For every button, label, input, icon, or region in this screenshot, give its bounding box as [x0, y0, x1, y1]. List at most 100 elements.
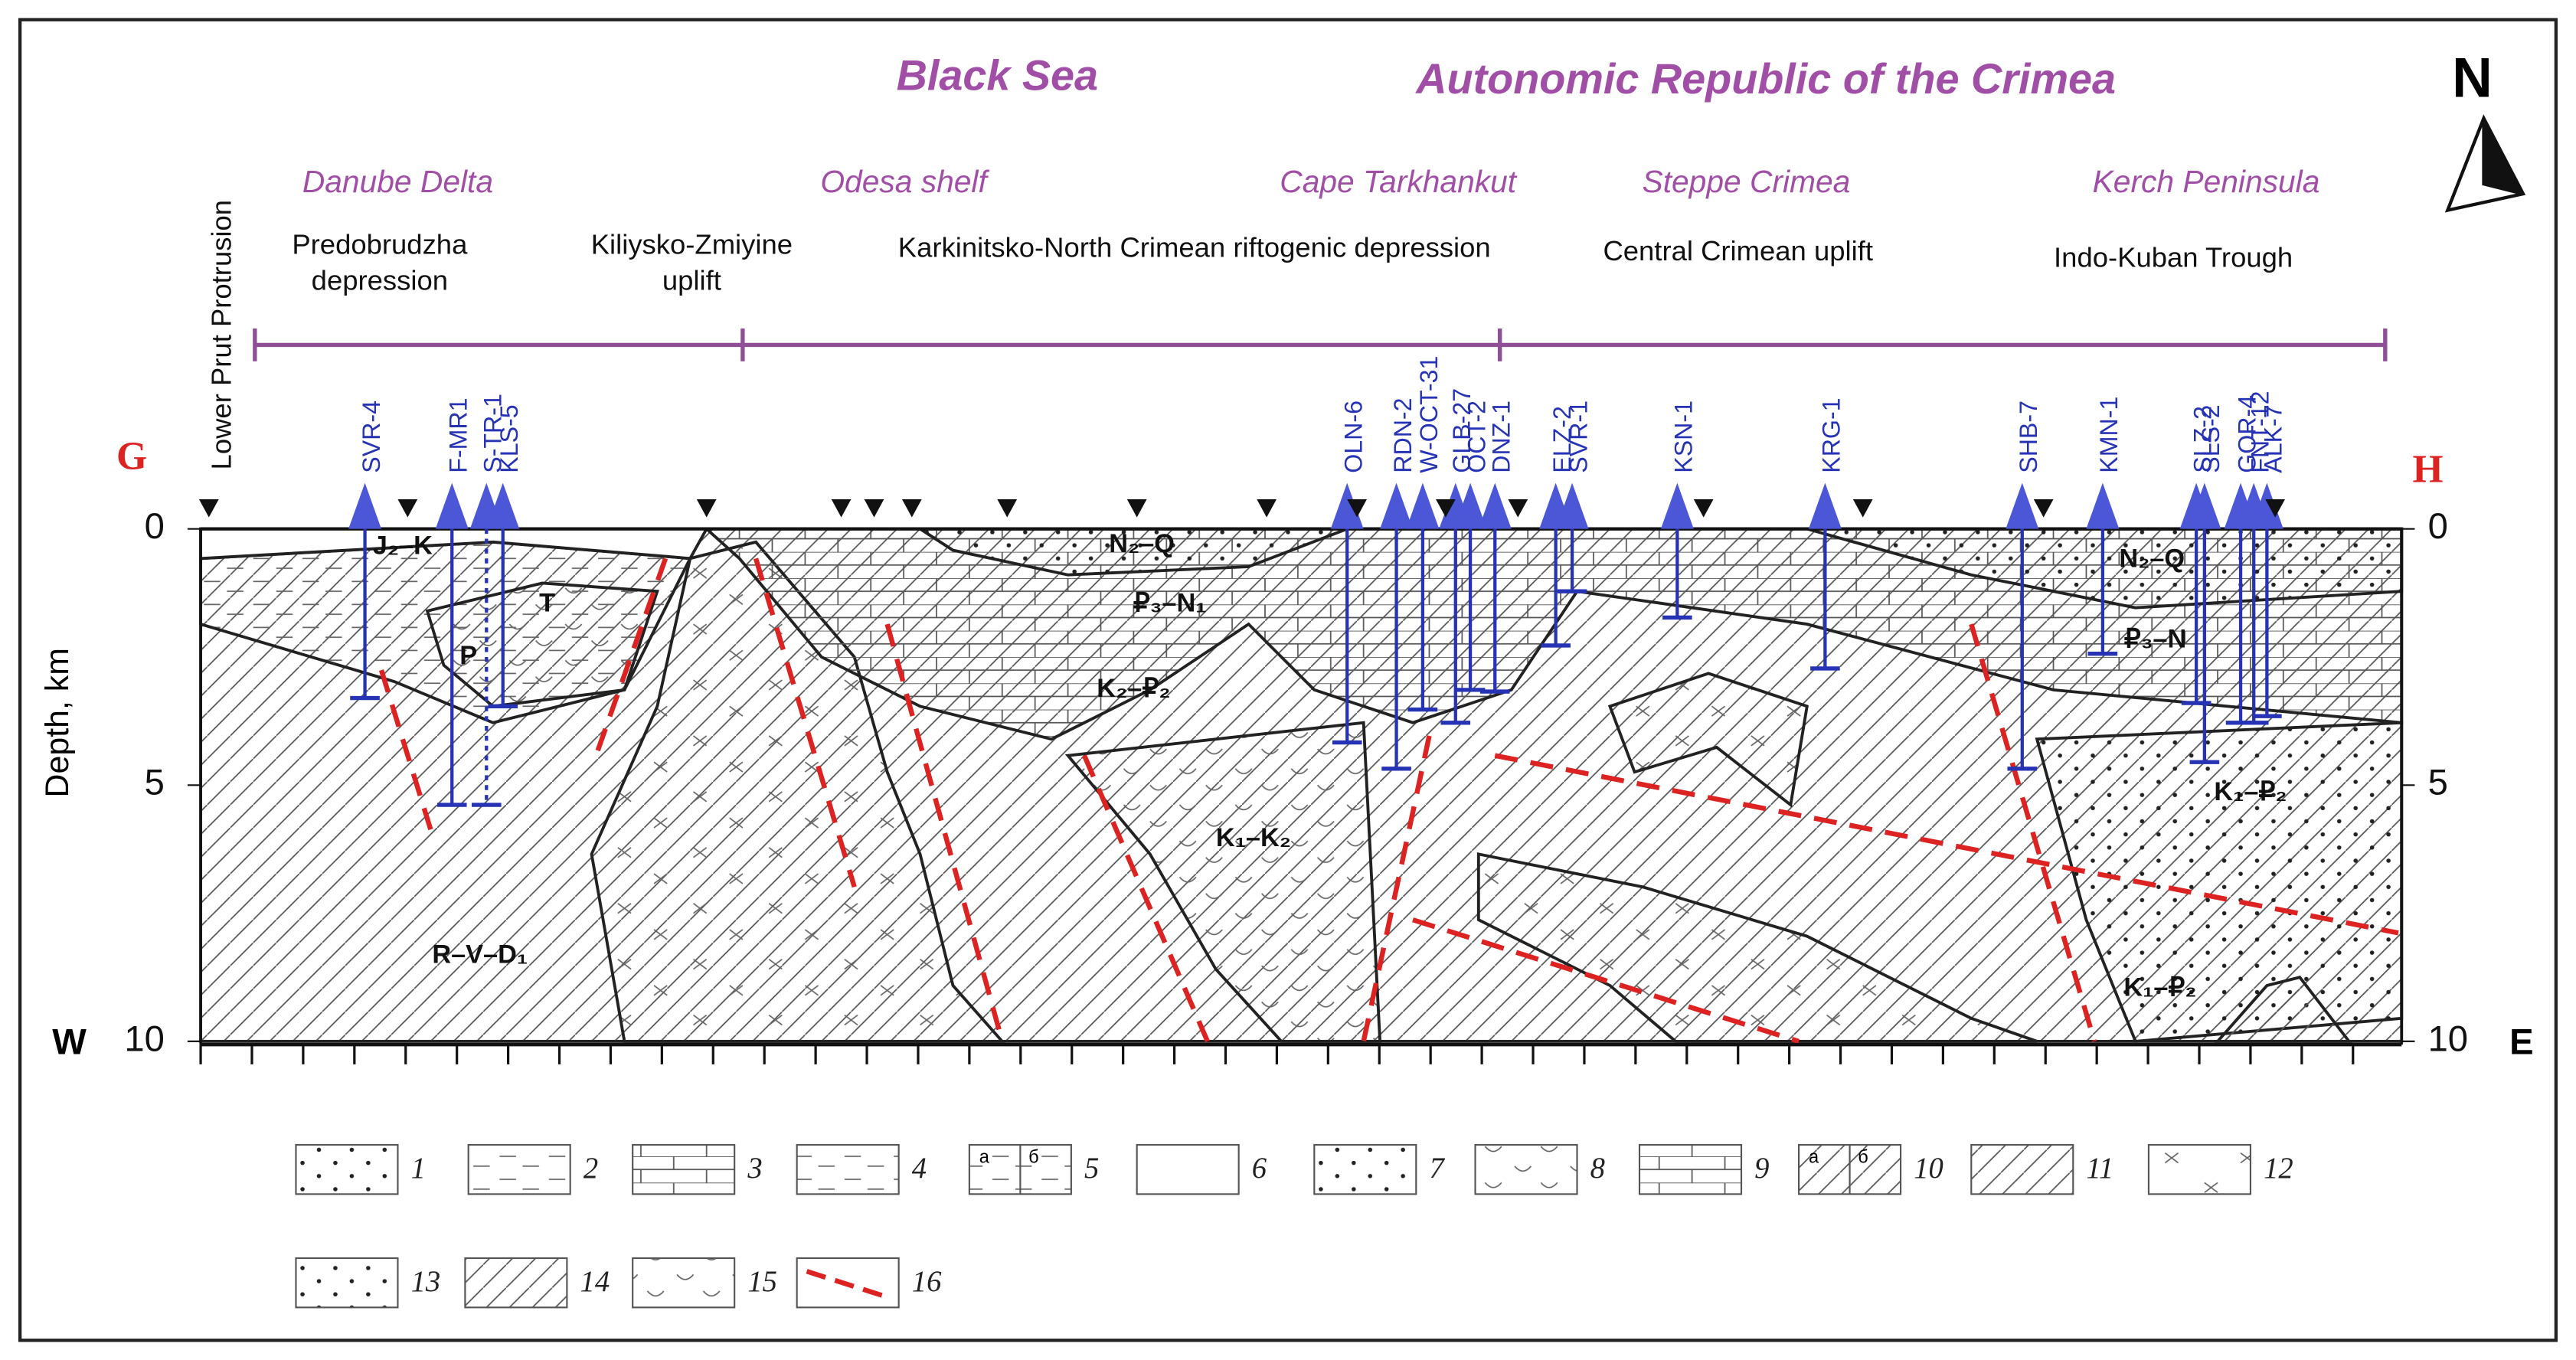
surface-marker — [397, 499, 418, 518]
legend-number: 7 — [1429, 1152, 1445, 1185]
well-marker — [1380, 482, 1414, 529]
legend-swatch — [2147, 1143, 2252, 1195]
unit-label: K₂–₽₂ — [1097, 674, 1170, 703]
surface-marker — [1693, 499, 1714, 518]
legend-number: 3 — [747, 1152, 762, 1185]
area-label: Steppe Crimea — [1643, 164, 1851, 199]
legend-swatch — [632, 1143, 736, 1195]
well-marker — [1555, 482, 1589, 529]
well-marker — [1660, 482, 1694, 529]
well-marker — [1330, 482, 1364, 529]
well-label: RDN-2 — [1389, 397, 1417, 472]
depth-tick-label: 0 — [2428, 505, 2448, 546]
well-marker — [2188, 482, 2221, 529]
west-label: W — [52, 1022, 87, 1062]
geology — [199, 527, 2404, 1043]
legend-number: 11 — [2086, 1152, 2113, 1185]
surface-marker — [1126, 499, 1147, 518]
well-label: KRG-1 — [1818, 397, 1845, 472]
unit-label: N₂–Q — [2119, 544, 2185, 573]
legend-number: 16 — [912, 1266, 942, 1298]
surface-marker — [198, 499, 219, 518]
well-label: OCT-2 — [1463, 400, 1490, 473]
structure-label: Karkinitsko-North Crimean riftogenic dep… — [898, 232, 1491, 263]
surface-marker — [864, 499, 884, 518]
legend-number: 9 — [1754, 1152, 1769, 1185]
surface-marker — [1508, 499, 1528, 518]
faults — [378, 557, 2399, 1044]
surface-marker — [2033, 499, 2054, 518]
well-label: ELZ-2 — [1548, 406, 1576, 473]
legend-sub: б — [1028, 1146, 1039, 1166]
legend-swatch — [796, 1143, 900, 1195]
surface-marker — [901, 499, 922, 518]
legend-number: 10 — [1914, 1152, 1943, 1185]
axis-label: Depth, km — [39, 648, 76, 797]
well-label: GLB-27 — [1448, 388, 1476, 473]
surface-marker — [831, 499, 852, 518]
legend-swatch — [632, 1257, 736, 1309]
legend-number: 6 — [1252, 1152, 1267, 1185]
area-label: Odesa shelf — [820, 164, 989, 199]
structure-bracket — [253, 328, 2388, 361]
legend-swatch — [295, 1257, 399, 1309]
east-label: E — [2509, 1022, 2533, 1062]
region-title: Autonomic Republic of the Crimea — [1414, 55, 2116, 103]
well-label: F-MR1 — [444, 397, 472, 472]
well-label: SLZ-2 — [2189, 406, 2216, 473]
area-label: Kerch Peninsula — [2093, 164, 2320, 199]
legend-number: 13 — [411, 1266, 441, 1298]
unit-label: K₁–₽₂ — [2123, 973, 2196, 1002]
north-label: N — [2452, 47, 2493, 110]
well-label: W-OCT-31 — [1415, 356, 1443, 473]
legend-swatch — [467, 1143, 571, 1195]
unit-label: ₽₃–N₁ — [1133, 588, 1207, 617]
legend-number: 4 — [912, 1152, 927, 1185]
structure-label: depression — [312, 265, 448, 296]
surface-marker — [1257, 499, 1277, 518]
well-label: DNZ-1 — [1487, 400, 1515, 473]
unit-label: N₂–Q — [1109, 529, 1175, 558]
depth-tick-label: 5 — [145, 762, 165, 803]
depth-tick-label: 0 — [145, 505, 165, 546]
structure-label: Lower Prut Protrusion — [206, 200, 237, 470]
well-marker — [435, 482, 469, 529]
well-label: ALK-7 — [2260, 404, 2287, 472]
unit-label: J₂–K — [373, 531, 433, 560]
well-marker — [2006, 482, 2039, 529]
well-label: KMN-1 — [2095, 397, 2123, 473]
depth-tick-label: 5 — [2428, 762, 2448, 803]
legend-number: 5 — [1084, 1152, 1099, 1185]
unit-label: K₁–₽₂ — [2214, 777, 2287, 806]
well-label: FNT-12 — [2246, 391, 2274, 473]
well-label: OLN-6 — [1339, 400, 1367, 473]
surface-marker — [1852, 499, 1873, 518]
unit-label: K₁–K₂ — [1216, 823, 1291, 852]
legend-sub: а — [1809, 1146, 1819, 1166]
well-label: SLS-2 — [2197, 404, 2225, 472]
surface-marker — [997, 499, 1018, 518]
well-marker — [348, 482, 381, 529]
well-marker — [1453, 482, 1487, 529]
legend-swatch — [1474, 1143, 1578, 1195]
legend-swatch — [295, 1143, 399, 1195]
well-marker — [2250, 482, 2283, 529]
structure-label: Kiliysko-Zmiyine — [591, 228, 793, 260]
region-title: Black Sea — [897, 52, 1098, 100]
bottom-ticks — [199, 1045, 2355, 1064]
unit-label: P — [459, 641, 477, 670]
well-marker — [1478, 482, 1512, 529]
depth-tick-label: 10 — [2428, 1018, 2468, 1058]
legend-swatch — [1638, 1143, 1743, 1195]
well-label: KLS-5 — [495, 404, 523, 472]
frame — [18, 18, 2558, 1342]
well-marker — [486, 482, 520, 529]
legend-number: 8 — [1590, 1152, 1605, 1185]
well-label: SHB-7 — [2015, 400, 2042, 473]
well-label: S-TR-1 — [479, 394, 507, 473]
well-label: KSN-1 — [1670, 400, 1698, 473]
structure-label: Predobrudzha — [292, 228, 468, 260]
legend-swatch — [1313, 1143, 1417, 1195]
